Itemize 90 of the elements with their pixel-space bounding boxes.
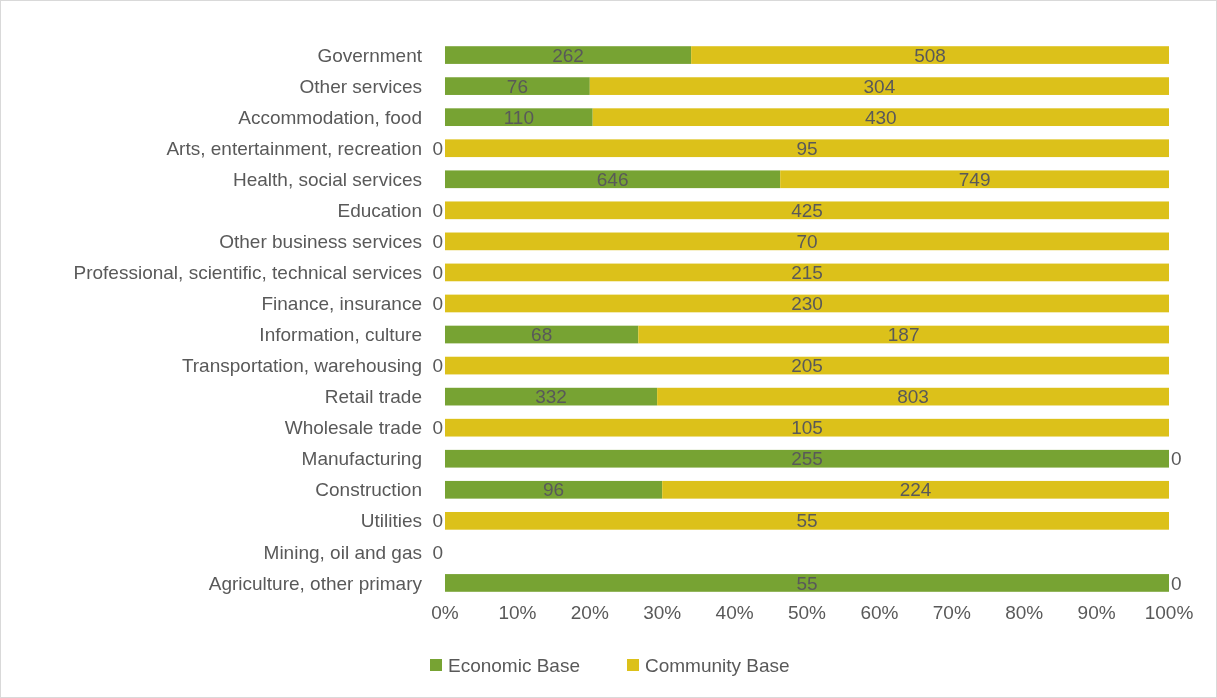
bar — [592, 108, 1169, 127]
annotation: 76 — [506, 75, 528, 97]
y-tick-label: Professional, scientific, technical services — [73, 262, 422, 284]
annotation: 95 — [796, 137, 818, 159]
x-tick-label: 0% — [431, 601, 459, 623]
bar — [445, 356, 1169, 375]
bar — [445, 325, 639, 344]
bar — [445, 511, 1169, 530]
bar — [445, 139, 1169, 158]
y-tick-label: Construction — [315, 479, 422, 501]
x-tick-label: 40% — [715, 601, 754, 623]
y-tick-label: Finance, insurance — [261, 293, 422, 315]
annotation: 68 — [531, 324, 553, 346]
bar — [445, 263, 1169, 282]
annotation: 0 — [1171, 572, 1182, 594]
annotation: 0 — [432, 199, 443, 221]
y-tick-label: Other services — [299, 75, 422, 97]
legend-label: Community Base — [645, 654, 790, 676]
bar — [445, 201, 1169, 220]
bar — [445, 46, 692, 64]
bar — [445, 480, 663, 499]
bar — [691, 46, 1169, 64]
annotation: 0 — [1171, 448, 1182, 470]
bar — [445, 418, 1169, 437]
annotation: 110 — [503, 106, 534, 128]
annotation: 0 — [432, 137, 443, 159]
bar — [445, 574, 1169, 592]
bar — [445, 232, 1169, 251]
annotation: 0 — [432, 417, 443, 439]
annotation: 70 — [796, 231, 818, 253]
annotation: 215 — [791, 262, 823, 284]
annotation: 0 — [432, 541, 443, 563]
annotation: 803 — [897, 386, 929, 408]
x-tick-label: 90% — [1077, 601, 1116, 623]
annotation: 55 — [796, 510, 818, 532]
y-tick-label: Other business services — [219, 231, 422, 253]
bar — [662, 480, 1169, 499]
x-tick-label: 20% — [570, 601, 609, 623]
annotation: 332 — [535, 386, 567, 408]
legend-label: Economic Base — [448, 654, 581, 676]
y-tick-label: Wholesale trade — [284, 417, 422, 439]
bar — [445, 449, 1169, 468]
annotation: 255 — [791, 448, 823, 470]
y-tick-label: Manufacturing — [301, 448, 422, 470]
y-tick-label: Mining, oil and gas — [263, 541, 422, 563]
x-tick-label: 70% — [932, 601, 971, 623]
annotation: 508 — [914, 44, 946, 66]
x-tick-label: 100% — [1144, 601, 1194, 623]
annotation: 230 — [791, 293, 823, 315]
annotation: 105 — [791, 417, 823, 439]
annotation: 0 — [432, 510, 443, 532]
bar — [638, 325, 1169, 344]
annotation: 0 — [432, 262, 443, 284]
y-tick-label: Government — [317, 44, 423, 66]
bar — [445, 77, 590, 95]
annotation: 96 — [543, 479, 565, 501]
annotation: 0 — [432, 293, 443, 315]
x-tick-label: 60% — [860, 601, 899, 623]
y-tick-label: Utilities — [360, 510, 422, 532]
annotation: 430 — [865, 106, 897, 128]
x-tick-label: 30% — [643, 601, 682, 623]
x-tick-label: 50% — [787, 601, 827, 623]
annotation: 224 — [899, 479, 932, 501]
y-tick-label: Arts, entertainment, recreation — [166, 137, 422, 159]
annotation: 262 — [552, 44, 584, 66]
y-tick-label: Agriculture, other primary — [208, 572, 423, 594]
annotation: 646 — [596, 168, 629, 190]
annotation: 205 — [791, 355, 823, 377]
bar — [445, 294, 1169, 313]
bar — [657, 387, 1169, 406]
annotation: 749 — [958, 168, 991, 190]
y-tick-label: Accommodation, food — [238, 106, 422, 128]
annotation: 425 — [791, 199, 823, 221]
y-tick-label: Health, social services — [232, 168, 422, 190]
bar — [445, 108, 593, 127]
annotation: 304 — [863, 75, 896, 97]
y-tick-label: Education — [337, 199, 422, 221]
bar — [445, 170, 781, 189]
y-tick-label: Information, culture — [259, 324, 422, 346]
x-tick-label: 10% — [498, 601, 537, 623]
y-tick-label: Transportation, warehousing — [181, 355, 422, 377]
bar — [445, 387, 658, 406]
bar — [589, 77, 1169, 95]
x-tick-label: 80% — [1005, 601, 1044, 623]
annotation: 187 — [887, 324, 920, 346]
y-tick-label: Retail trade — [324, 386, 422, 408]
bar — [780, 170, 1169, 189]
annotation: 0 — [432, 231, 443, 253]
annotation: 55 — [796, 572, 818, 594]
annotation: 0 — [432, 355, 443, 377]
